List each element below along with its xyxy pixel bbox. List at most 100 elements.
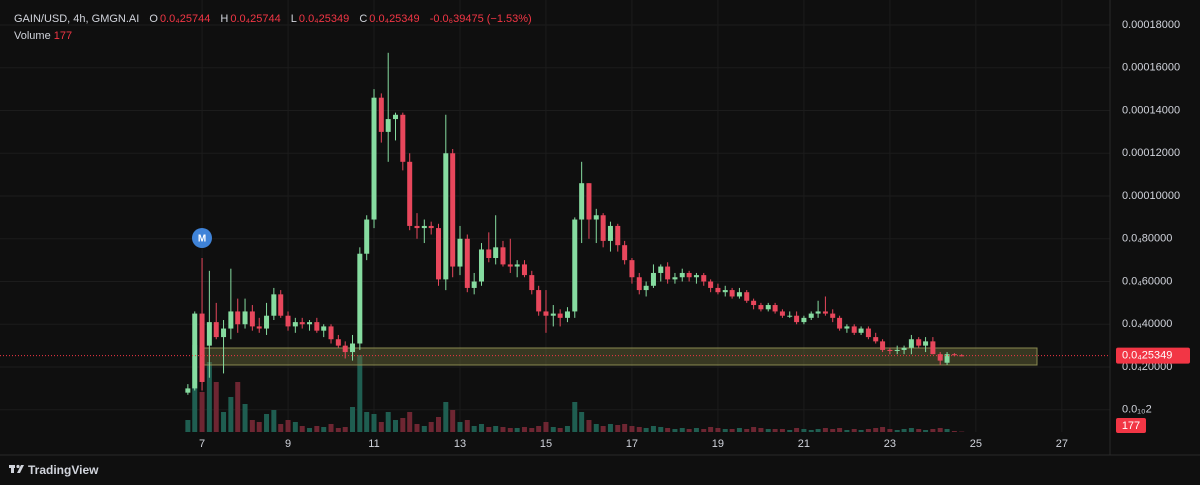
- ohlc-key: C: [359, 13, 368, 25]
- candle-body: [500, 247, 506, 265]
- volume-bar: [650, 426, 656, 432]
- candle-body: [443, 153, 449, 280]
- volume-bar: [435, 417, 441, 432]
- candle-body: [521, 264, 527, 276]
- x-tick-label: 25: [970, 438, 982, 450]
- candle-body: [787, 315, 793, 317]
- candle-body: [249, 311, 255, 327]
- candle-body: [428, 225, 434, 229]
- volume-bar: [457, 422, 463, 432]
- candle-body: [550, 313, 556, 316]
- volume-bar: [199, 392, 205, 432]
- volume-bar: [844, 430, 850, 432]
- volume-bar: [815, 429, 821, 432]
- candle-body: [937, 354, 943, 361]
- ohlc-key: H: [220, 13, 229, 25]
- volume-bar: [521, 427, 527, 432]
- volume-bar: [486, 427, 492, 432]
- volume-bar: [579, 412, 585, 432]
- candle-body: [242, 311, 248, 325]
- candle-body: [414, 225, 420, 229]
- candle-body: [679, 272, 685, 278]
- candle-body: [908, 339, 914, 348]
- volume-bar: [299, 426, 305, 432]
- x-tick-label: 27: [1056, 438, 1068, 450]
- volume-bar: [693, 428, 699, 432]
- candle-body: [751, 300, 757, 306]
- volume-bar: [822, 428, 828, 432]
- candle-body: [378, 97, 384, 132]
- marker-badge[interactable]: [192, 228, 212, 248]
- candle-body: [643, 285, 649, 291]
- candle-body: [256, 326, 262, 329]
- candle-body: [708, 281, 714, 288]
- x-tick-label: 7: [199, 438, 205, 450]
- y-tick-label: 0.0₄40000: [1122, 318, 1172, 330]
- volume-bar: [830, 429, 836, 432]
- volume-bar: [615, 425, 621, 432]
- volume-bar: [335, 428, 341, 432]
- x-tick-label: 9: [285, 438, 291, 450]
- candle-body: [221, 328, 227, 338]
- volume-bar: [414, 424, 420, 432]
- volume-bar: [428, 422, 434, 432]
- candle-body: [450, 153, 456, 267]
- volume-bar: [564, 426, 570, 432]
- candle-body: [464, 238, 470, 288]
- candle-body: [887, 349, 893, 351]
- footer-brand: TradingView: [28, 463, 99, 477]
- volume-bar: [478, 424, 484, 432]
- ohlc-value: 0.0₄25744: [159, 13, 211, 25]
- volume-bar: [944, 429, 950, 432]
- volume-bar: [873, 428, 879, 432]
- volume-bar: [643, 428, 649, 432]
- candle-body: [615, 225, 621, 246]
- candle-body: [593, 215, 599, 220]
- ohlc-value: 0.0₄25349: [369, 13, 420, 25]
- candle-body: [328, 326, 334, 340]
- candle-body: [794, 315, 800, 323]
- candle-body: [364, 219, 370, 254]
- volume-bar: [206, 362, 212, 432]
- candle-body: [271, 294, 277, 316]
- volume-bar: [851, 429, 857, 432]
- candle-body: [507, 264, 513, 267]
- last-price-label: 0.0₄25349: [1122, 349, 1172, 361]
- ohlc-value: 0.0₄25349: [298, 13, 350, 25]
- y-tick-label: 0.00014000: [1122, 104, 1180, 116]
- candle-body: [407, 161, 413, 226]
- volume-bar: [887, 429, 893, 432]
- volume-bar: [500, 427, 506, 432]
- volume-bar: [722, 429, 728, 432]
- candle-body: [686, 272, 692, 278]
- volume-bar: [364, 412, 370, 432]
- candle-body: [636, 277, 642, 291]
- volume-bar: [765, 429, 771, 432]
- candle-body: [493, 247, 499, 259]
- last-price-box: [1116, 347, 1190, 364]
- logo-part: [17, 465, 24, 473]
- volume-bar: [393, 420, 399, 432]
- symbol-title: GAIN/USD, 4h, GMGN.AI: [14, 13, 140, 25]
- candle-body: [779, 311, 785, 316]
- volume-bar: [622, 424, 628, 432]
- candle-body: [371, 97, 377, 220]
- candle-body: [292, 322, 298, 327]
- volume-bar: [916, 429, 922, 432]
- candle-body: [299, 322, 305, 325]
- volume-bar: [450, 410, 456, 432]
- candle-body: [564, 311, 570, 318]
- candle-body: [514, 264, 520, 267]
- tradingview-logo: [9, 464, 24, 473]
- volume-bar: [708, 427, 714, 432]
- candle-body: [629, 260, 635, 278]
- candle-body: [393, 114, 399, 120]
- candle-body: [837, 317, 843, 329]
- candle-body: [235, 311, 241, 325]
- candle-body: [471, 281, 477, 288]
- volume-bar: [808, 430, 814, 432]
- candle-body: [572, 219, 578, 312]
- candle-body: [264, 315, 270, 329]
- candle-body: [801, 317, 807, 323]
- volume-bar: [923, 430, 929, 432]
